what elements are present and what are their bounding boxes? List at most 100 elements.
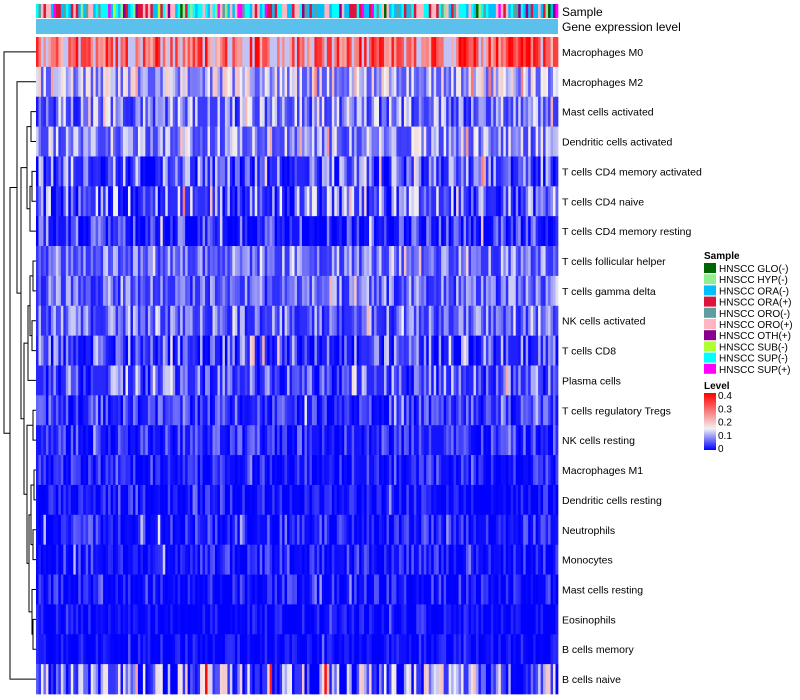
heatmap-cell (175, 186, 179, 217)
heatmap-cell (311, 574, 315, 605)
heatmap-cell (88, 455, 92, 486)
heatmap-cell (471, 365, 474, 396)
heatmap-cell (398, 246, 402, 277)
heatmap-cell (277, 455, 280, 486)
heatmap-cell (528, 246, 532, 277)
heatmap-cell (160, 395, 164, 426)
heatmap-cell (523, 126, 527, 157)
heatmap-cell (234, 126, 238, 157)
heatmap-cell (423, 514, 427, 546)
heatmap-cell (493, 37, 497, 68)
heatmap-cell (287, 335, 290, 366)
heatmap-cell (339, 305, 343, 336)
heatmap-cell (187, 246, 191, 277)
heatmap-cell (180, 156, 184, 187)
heatmap-cell (160, 664, 164, 695)
heatmap-cell (466, 37, 469, 68)
heatmap-cell (249, 156, 253, 187)
heatmap-cell (177, 96, 181, 127)
heatmap-cell (137, 484, 141, 516)
sample-annotation-cell (279, 4, 283, 18)
heatmap-cell (222, 216, 226, 247)
heatmap-cell (135, 425, 139, 456)
heatmap-cell (217, 275, 221, 307)
heatmap-cell (555, 604, 559, 635)
heatmap-cell (287, 484, 290, 516)
sample-annotation-cell (331, 4, 335, 18)
heatmap-cell (190, 275, 193, 307)
heatmap-cell (374, 305, 377, 336)
heatmap-cell (289, 455, 293, 486)
heatmap-cell (421, 455, 425, 486)
heatmap-cell (140, 664, 144, 695)
heatmap-cell (272, 514, 275, 546)
heatmap-cell (371, 544, 375, 575)
heatmap-cell (466, 156, 469, 187)
row-label: NK cells activated (562, 316, 646, 328)
heatmap-cell (172, 484, 176, 516)
heatmap-cell (142, 604, 146, 635)
sample-annotation-cell (38, 4, 42, 18)
heatmap-cell (371, 96, 375, 127)
heatmap-cell (359, 216, 362, 247)
heatmap-cell (388, 484, 392, 516)
heatmap-cell (88, 395, 92, 426)
heatmap-cell (326, 484, 330, 516)
heatmap-cell (495, 514, 499, 546)
heatmap-cell (525, 634, 529, 665)
heatmap-cell (461, 365, 464, 396)
heatmap-cell (53, 574, 57, 605)
heatmap-cell (488, 186, 492, 217)
heatmap-cell (346, 574, 350, 605)
heatmap-cell (272, 634, 275, 665)
heatmap-cell (249, 604, 253, 635)
heatmap-cell (264, 574, 268, 605)
heatmap-cell (490, 604, 494, 635)
heatmap-cell (137, 66, 141, 98)
heatmap-cell (190, 186, 193, 217)
heatmap-cell (262, 275, 266, 307)
heatmap-cell (471, 66, 474, 98)
heatmap-cell (127, 216, 131, 247)
heatmap-cell (334, 514, 338, 546)
heatmap-cell (80, 96, 84, 127)
sample-annotation-cell (304, 4, 308, 18)
sample-annotation-cell (150, 4, 154, 18)
heatmap-cell (165, 604, 169, 635)
heatmap-cell (132, 484, 136, 516)
heatmap-cell (108, 484, 111, 516)
heatmap-cell (227, 634, 231, 665)
heatmap-cell (267, 634, 271, 665)
heatmap-cell (85, 634, 89, 665)
heatmap-cell (205, 126, 208, 157)
heatmap-cell (190, 484, 193, 516)
heatmap-cell (272, 455, 275, 486)
sample-annotation-cell (95, 4, 99, 18)
heatmap-cell (515, 156, 519, 187)
heatmap-cell (187, 395, 191, 426)
heatmap-cell (162, 544, 166, 575)
heatmap-cell (93, 216, 97, 247)
heatmap-cell (259, 544, 263, 575)
heatmap-cell (301, 156, 305, 187)
heatmap-cell (200, 216, 203, 247)
heatmap-cell (376, 455, 380, 486)
heatmap-cell (98, 365, 101, 396)
heatmap-cell (446, 156, 449, 187)
heatmap-cell (229, 425, 233, 456)
heatmap-cell (433, 246, 437, 277)
heatmap-cell (277, 484, 280, 516)
heatmap-cell (214, 484, 218, 516)
heatmap-cell (309, 156, 313, 187)
heatmap-cell (369, 664, 372, 695)
heatmap-cell (446, 246, 449, 277)
heatmap-cell (418, 186, 422, 217)
heatmap-cell (386, 186, 390, 217)
heatmap-cell (43, 275, 47, 307)
heatmap-cell (473, 156, 477, 187)
heatmap-cell (480, 455, 484, 486)
heatmap-cell (475, 664, 479, 695)
heatmap-cell (147, 455, 151, 486)
heatmap-cell (550, 246, 554, 277)
heatmap-cell (438, 395, 442, 426)
